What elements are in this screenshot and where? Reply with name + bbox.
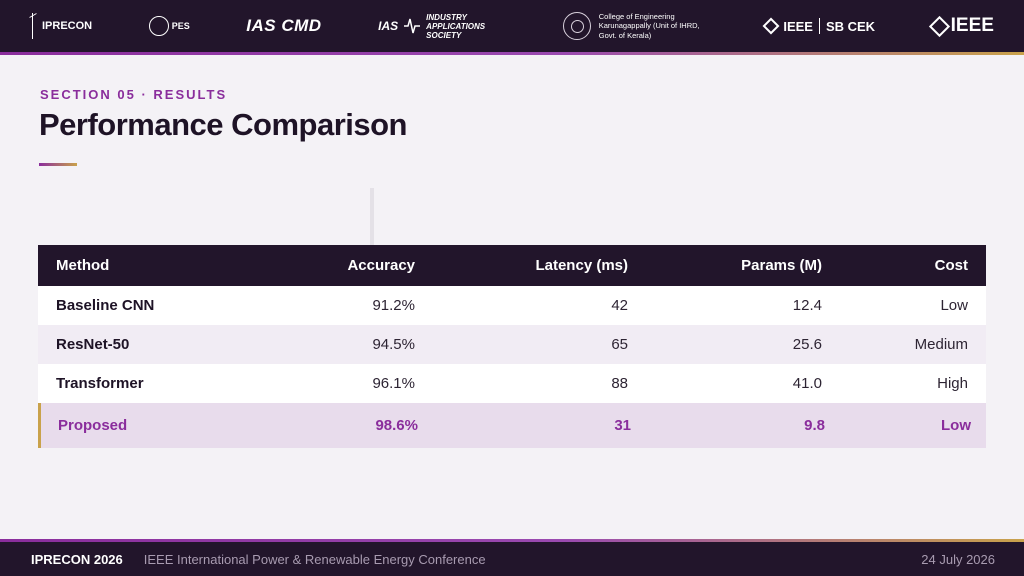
ieee-diamond-icon <box>928 15 950 37</box>
accuracy-cell: 91.2% <box>372 297 415 314</box>
column-header-latency: Latency (ms) <box>535 257 628 274</box>
ieee-sb-logo-text: IEEE <box>783 18 813 34</box>
accuracy-cell: 94.5% <box>372 336 415 353</box>
table-row-proposed: Proposed 98.6% 31 9.8 Low <box>38 403 986 448</box>
ieee-sb-logo: IEEE SB CEK <box>762 17 876 35</box>
latency-cell: 31 <box>614 417 631 434</box>
column-header-cost: Cost <box>934 257 968 274</box>
column-header-accuracy: Accuracy <box>347 257 415 274</box>
ias-logo-text: INDUSTRY APPLICATIONS SOCIETY <box>426 12 486 40</box>
table-row: ResNet-50 94.5% 65 25.6 Medium <box>38 325 986 364</box>
cek-logo-text: College of Engineering Karunagappally (U… <box>598 11 700 40</box>
footer-bar: IPRECON 2026 IEEE International Power & … <box>0 542 1024 576</box>
table-header-row: Method Accuracy Latency (ms) Params (M) … <box>38 245 986 286</box>
iprecon-logo: IPRECON <box>32 13 92 39</box>
logo-divider <box>818 18 820 34</box>
wind-turbine-icon <box>32 13 38 39</box>
column-header-method: Method <box>56 257 110 274</box>
params-cell: 25.6 <box>792 336 822 353</box>
ieee-logo-text: IEEE <box>950 15 994 36</box>
ias-logo: IAS INDUSTRY APPLICATIONS SOCIETY <box>378 13 506 40</box>
table-row: Transformer 96.1% 88 41.0 High <box>38 364 986 403</box>
signal-wave-icon <box>404 18 421 34</box>
latency-cell: 88 <box>611 375 628 392</box>
college-seal-icon <box>562 12 591 40</box>
iprecon-logo-text: IPRECON <box>42 20 93 32</box>
table-row: Baseline CNN 91.2% 42 12.4 Low <box>38 286 986 325</box>
accuracy-cell: 98.6% <box>375 417 418 434</box>
params-cell: 12.4 <box>792 297 822 314</box>
sb-cek-text: SB CEK <box>825 18 876 34</box>
ieee-diamond-icon <box>762 17 780 35</box>
latency-cell: 65 <box>611 336 628 353</box>
method-cell: Baseline CNN <box>56 297 155 314</box>
ias-cmd-logo: IAS CMD <box>246 16 321 36</box>
header-accent-line <box>0 52 1024 55</box>
performance-table: Method Accuracy Latency (ms) Params (M) … <box>38 245 986 448</box>
header-logo-bar: IPRECON PES IAS CMD IAS INDUSTRY APPLICA… <box>0 0 1024 52</box>
ias-logo-mark: IAS <box>378 19 399 33</box>
globe-icon <box>148 16 169 36</box>
method-cell: ResNet-50 <box>56 336 130 353</box>
ias-cmd-logo-text: IAS CMD <box>246 16 322 35</box>
pes-logo: PES <box>148 16 190 36</box>
conference-name: IPRECON 2026 <box>31 551 123 567</box>
footer-accent-line <box>0 539 1024 542</box>
pes-logo-text: PES <box>171 21 190 31</box>
cost-cell: Low <box>940 297 968 314</box>
method-cell: Transformer <box>56 375 144 392</box>
section-eyebrow: SECTION 05 · RESULTS <box>40 87 228 102</box>
latency-cell: 42 <box>611 297 628 314</box>
accuracy-cell: 96.1% <box>372 375 415 392</box>
ieee-logo: IEEE <box>928 15 994 37</box>
cost-cell: High <box>937 375 968 392</box>
cost-cell: Medium <box>914 336 968 353</box>
method-cell: Proposed <box>58 417 128 434</box>
conference-full-name: IEEE International Power & Renewable Ene… <box>143 551 486 567</box>
title-underline <box>39 163 77 166</box>
page-title: Performance Comparison <box>39 107 408 142</box>
params-cell: 41.0 <box>792 375 822 392</box>
params-cell: 9.8 <box>804 417 825 434</box>
conference-date: 24 July 2026 <box>921 551 995 567</box>
cek-logo: College of Engineering Karunagappally (U… <box>562 11 709 41</box>
column-header-params: Params (M) <box>741 257 822 274</box>
cost-cell: Low <box>941 417 971 434</box>
